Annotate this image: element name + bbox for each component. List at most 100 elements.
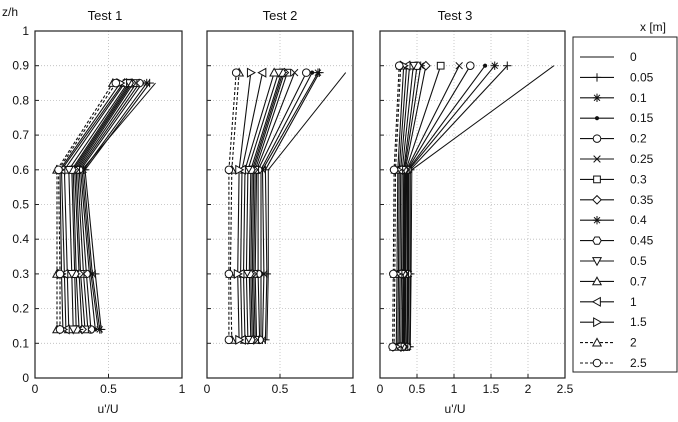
series-line-0.5 <box>400 65 414 347</box>
legend-marker <box>593 175 601 184</box>
legend-marker <box>591 276 603 286</box>
legend-item: 1.5 <box>580 315 647 329</box>
data-point-0.25 <box>455 61 463 70</box>
data-point-2.5 <box>55 325 65 334</box>
data-point-1.5 <box>246 67 257 78</box>
legend-item: 0.2 <box>580 132 647 146</box>
y-tick-label: 0.1 <box>12 336 29 350</box>
panel-2-title: Test 2 <box>263 8 298 23</box>
legend-marker <box>592 358 602 368</box>
data-point-2.5 <box>389 269 398 279</box>
panel-2: 0 0.5 1 <box>204 30 357 396</box>
series-line-0.5 <box>68 82 129 330</box>
legend-label: 0.15 <box>630 111 654 125</box>
legend-item: 0.5 <box>580 254 647 268</box>
legend-item: 2.5 <box>580 356 647 370</box>
legend-item: 0.45 <box>580 234 654 248</box>
x-tick-label: 0.5 <box>100 382 117 396</box>
series-line-0.35 <box>74 82 133 330</box>
data-point-2.5 <box>394 61 404 70</box>
series-line-0.15 <box>406 65 486 347</box>
data-point-2.5 <box>388 342 397 352</box>
x-tick-label: 2 <box>525 382 532 396</box>
legend-label: 0 <box>630 50 637 64</box>
y-tick-label: 0.2 <box>12 302 29 316</box>
x-tick-label: 0 <box>204 382 211 396</box>
legend: x [m] 0 0.05 0.1 0.15 0.2 0.25 0.3 0.35 0.4 0.45 0… <box>572 20 678 373</box>
data-point-2.5 <box>111 78 121 88</box>
legend-item: 0.05 <box>580 70 654 84</box>
series-line-0.45 <box>401 65 418 347</box>
series-line-0 <box>266 72 347 340</box>
x-tick-label: 0 <box>377 382 384 396</box>
legend-label: 0.1 <box>630 91 647 105</box>
series-line-2 <box>229 72 240 340</box>
legend-label: 0.05 <box>630 70 654 84</box>
panel-3-title: Test 3 <box>438 8 473 23</box>
x-tick-label: 2.5 <box>557 382 574 396</box>
legend-label: 0.45 <box>630 234 654 248</box>
legend-marker-shape <box>591 337 603 347</box>
legend-marker <box>591 257 603 267</box>
legend-label: 0.2 <box>630 132 647 146</box>
data-point-0.1 <box>88 269 97 279</box>
data-point-2.5 <box>224 335 234 345</box>
data-point-0.35-shape <box>420 60 431 71</box>
legend-marker-shape <box>591 296 601 307</box>
x-tick-label: 0.5 <box>409 382 426 396</box>
series-line-2.5 <box>57 82 117 330</box>
y-tick-label: 0 <box>22 371 29 385</box>
data-point-0.15 <box>482 63 488 68</box>
legend-marker <box>592 93 602 102</box>
x-tick-label: 1 <box>350 382 357 396</box>
series-line-0.2 <box>78 82 140 330</box>
legend-item: 0.15 <box>580 111 654 125</box>
series-line-0.2 <box>257 72 307 340</box>
series-line-0.05 <box>409 65 508 347</box>
series-line-0.15 <box>80 82 143 330</box>
data-point-1.5-shape <box>246 67 257 78</box>
panel-1-xlabel: u'/U <box>98 402 119 416</box>
series-line-2 <box>56 82 114 330</box>
series-line-0.3 <box>75 82 134 330</box>
data-point-1 <box>257 67 267 78</box>
series-line-0.25 <box>77 82 137 330</box>
legend-label: 0.35 <box>630 193 654 207</box>
series-line-1.5 <box>59 82 121 330</box>
legend-label: 0.7 <box>630 274 647 288</box>
series-line-0.1 <box>261 72 319 340</box>
x-tick-label: 0 <box>32 382 39 396</box>
data-point-2.5 <box>224 165 234 175</box>
series-line-0.4 <box>402 65 422 347</box>
y-tick-label: 1 <box>22 24 29 38</box>
x-tick-label: 0.5 <box>272 382 289 396</box>
data-point-0.3 <box>436 61 445 70</box>
series-line-0.2 <box>406 65 471 347</box>
legend-marker <box>592 236 602 245</box>
series-line-0.1 <box>407 65 496 347</box>
series-line-0.35 <box>403 65 427 347</box>
legend-marker <box>592 73 602 82</box>
data-point-2.5 <box>55 269 65 279</box>
series-line-0.5 <box>245 72 280 340</box>
legend-marker <box>593 155 601 163</box>
legend-label: 2.5 <box>630 356 647 370</box>
series-line-0.45 <box>71 82 130 330</box>
series-line-0.4 <box>250 72 284 340</box>
legend-marker-shape <box>592 236 602 245</box>
data-point-1.5 <box>235 334 245 345</box>
y-tick-label: 0.4 <box>12 232 29 246</box>
series-line-0.3 <box>253 72 288 340</box>
series-line-0 <box>409 65 555 347</box>
data-point-0.05 <box>503 61 512 70</box>
series-line-0.1 <box>82 82 148 330</box>
data-point-2.5 <box>224 269 234 279</box>
legend-label: 2 <box>630 336 637 350</box>
y-tick-label: 0.8 <box>12 93 29 107</box>
legend-title: x [m] <box>640 20 666 34</box>
series-line-0.25 <box>404 65 460 347</box>
legend-item: 0.1 <box>580 91 647 105</box>
data-point-0.1 <box>313 68 323 77</box>
data-point-0.2 <box>466 61 475 70</box>
data-point-1.5 <box>233 268 243 279</box>
